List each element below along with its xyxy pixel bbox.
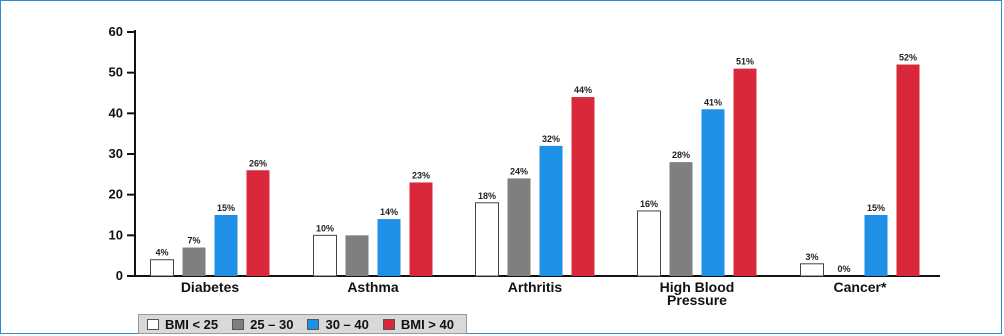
bar <box>864 215 888 276</box>
data-label: 7% <box>187 236 200 246</box>
legend-swatch <box>382 318 395 330</box>
legend-item-30-40: 30 – 40 <box>307 316 369 332</box>
data-label: 14% <box>380 207 398 217</box>
data-label: 15% <box>217 203 235 213</box>
category-label: Arthritis <box>508 279 563 295</box>
labels: 4% 7% 15% 26% Diabetes 10% 14% 23% Asthma 18% 24% 3… <box>155 53 917 308</box>
legend-item-25-30: 25 – 30 <box>232 317 293 332</box>
bar <box>733 68 757 276</box>
data-label: 0% <box>837 264 850 274</box>
legend-swatch <box>232 318 245 330</box>
bar <box>669 162 693 276</box>
data-label: 51% <box>736 57 754 67</box>
bar <box>539 145 563 276</box>
y-tick-label: 60 <box>109 24 123 39</box>
data-label: 28% <box>672 150 690 160</box>
bar <box>214 215 238 276</box>
bar <box>150 259 174 277</box>
category-label: Diabetes <box>181 279 240 295</box>
legend: BMI < 25 25 – 30 30 – 40 BMI > 40 <box>138 314 467 334</box>
bar <box>800 263 824 277</box>
data-label: 3% <box>805 252 818 262</box>
legend-label: 25 – 30 <box>250 316 294 332</box>
data-label: 4% <box>155 248 168 258</box>
bar <box>182 247 206 276</box>
bar <box>409 182 433 276</box>
bar <box>507 178 531 276</box>
bar <box>313 234 337 277</box>
y-tick-label: 20 <box>109 187 123 202</box>
legend-swatch <box>307 318 320 330</box>
data-label: 23% <box>412 170 430 180</box>
bars <box>150 64 920 277</box>
data-label: 15% <box>867 203 885 213</box>
y-tick-label: 10 <box>109 227 123 242</box>
category-label: Pressure <box>667 292 727 308</box>
data-label: 26% <box>249 158 267 168</box>
bar <box>637 210 661 277</box>
legend-label: 30 – 40 <box>325 316 369 332</box>
bar <box>896 64 920 277</box>
bar <box>246 170 270 276</box>
y-tick-label: 0 <box>116 268 123 283</box>
legend-label: BMI > 40 <box>400 316 454 332</box>
data-label: 10% <box>316 223 334 233</box>
bar <box>377 219 401 276</box>
category-label: Asthma <box>347 279 399 295</box>
bar <box>571 97 595 276</box>
data-label: 16% <box>640 199 658 209</box>
bar <box>475 202 499 277</box>
legend-swatch <box>147 318 159 330</box>
y-tick-label: 50 <box>109 65 123 80</box>
legend-label: BMI < 25 <box>165 316 219 332</box>
data-label: 52% <box>899 53 917 63</box>
data-label: 44% <box>574 85 592 95</box>
data-label: 32% <box>542 134 560 144</box>
data-label: 41% <box>704 97 722 107</box>
legend-item-bmi-over-40: BMI > 40 <box>382 316 454 332</box>
bar <box>345 235 369 276</box>
data-label: 18% <box>478 191 496 201</box>
bar <box>701 109 725 277</box>
legend-item-bmi-under-25: BMI < 25 <box>147 317 218 332</box>
y-tick-label: 40 <box>109 105 123 120</box>
category-label: High Blood <box>660 279 735 295</box>
category-label: Cancer* <box>834 279 887 295</box>
y-tick-label: 30 <box>109 146 123 161</box>
data-label: 24% <box>510 166 528 176</box>
